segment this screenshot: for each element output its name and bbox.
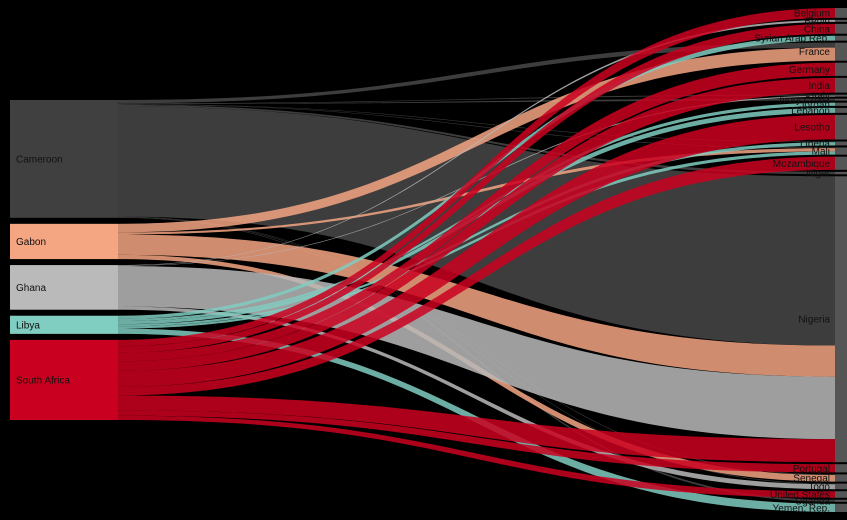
- link-south-africa-to-germany: [118, 62, 835, 362]
- link-cameroon-to-mali: [118, 104, 835, 149]
- link-ghana-to-benin: [118, 19, 835, 266]
- target-node-jordan: [835, 102, 847, 106]
- target-label-china: China: [804, 24, 831, 35]
- target-node-germany: [835, 62, 847, 76]
- link-libya-to-liberia: [118, 142, 835, 327]
- target-label-lesotho: Lesotho: [794, 123, 830, 134]
- target-node-mozambique: [835, 156, 847, 170]
- link-ghana-to-togo: [118, 306, 835, 490]
- target-node-italy: [835, 94, 847, 97]
- source-label-ghana: Ghana: [16, 283, 46, 294]
- target-node-lebanon: [835, 107, 847, 113]
- link-south-africa-to-belgium: [118, 8, 835, 347]
- target-label-mali: Mali: [812, 147, 830, 158]
- source-node-south-africa: [10, 339, 118, 420]
- target-label-italy: Italy: [812, 91, 830, 102]
- target-label-uganda: Uganda: [795, 496, 830, 507]
- target-label-nigeria: Nigeria: [798, 315, 830, 326]
- source-label-gabon: Gabon: [16, 237, 46, 248]
- target-node-ivory-coast: [835, 98, 847, 101]
- link-south-africa-to-lesotho: [118, 114, 835, 387]
- link-south-africa-to-mozambique: [118, 156, 835, 396]
- target-label-niger: Niger: [806, 169, 831, 180]
- target-node-france: [835, 42, 847, 61]
- target-node-belgium: [835, 8, 847, 18]
- target-label-ivory-coast: Ivory Coast: [779, 95, 830, 106]
- link-south-africa-to-portugal: [118, 410, 835, 473]
- target-label-india: India: [808, 81, 830, 92]
- link-south-africa-to-united-states: [118, 415, 835, 498]
- target-node-mali: [835, 147, 847, 155]
- link-gabon-to-france: [118, 47, 835, 233]
- target-label-germany: Germany: [789, 65, 830, 76]
- source-label-cameroon: Cameroon: [16, 154, 63, 165]
- target-label-benin: Benin: [804, 16, 830, 27]
- link-cameroon-to-liberia: [118, 104, 835, 143]
- target-node-liberia: [835, 141, 847, 146]
- target-node-yemen-rep: [835, 503, 847, 512]
- target-node-senegal: [835, 474, 847, 482]
- link-south-africa-to-india: [118, 77, 835, 371]
- target-label-lebanon: Lebanon: [791, 106, 830, 117]
- target-nodes: [835, 8, 847, 512]
- target-node-nigeria: [835, 176, 847, 463]
- target-node-syrian-arab-rep: [835, 35, 847, 41]
- source-label-south-africa: South Africa: [16, 375, 70, 386]
- link-cameroon-to-france: [118, 42, 835, 104]
- sankey-links: [118, 8, 835, 512]
- target-node-benin: [835, 19, 847, 22]
- target-node-india: [835, 77, 847, 93]
- target-label-senegal: Senegal: [793, 474, 830, 485]
- source-node-gabon: [10, 223, 118, 260]
- source-node-cameroon: [10, 100, 118, 218]
- target-label-liberia: Liberia: [800, 139, 830, 150]
- node-labels: Cameroon Gabon Ghana Libya South Africa Belgi…: [16, 8, 831, 514]
- target-label-yemen-rep: Yemen, Rep.: [773, 503, 830, 514]
- link-gabon-to-nigeria: [118, 234, 835, 377]
- target-node-china: [835, 23, 847, 34]
- link-cameroon-to-italy: [118, 94, 835, 104]
- target-label-mozambique: Mozambique: [773, 159, 831, 170]
- source-nodes: [10, 100, 118, 420]
- link-south-africa-to-china: [118, 23, 835, 353]
- target-label-united-states: United States: [770, 490, 830, 501]
- target-label-france: France: [799, 47, 831, 58]
- link-libya-to-mali: [118, 151, 835, 329]
- source-label-libya: Libya: [16, 320, 40, 331]
- target-label-belgium: Belgium: [794, 8, 830, 19]
- source-node-libya: [10, 315, 118, 334]
- link-south-africa-to-nigeria: [118, 395, 835, 463]
- target-node-uganda: [835, 499, 847, 502]
- target-label-jordan: Jordan: [799, 100, 830, 111]
- target-node-niger: [835, 171, 847, 175]
- target-node-portugal: [835, 464, 847, 473]
- target-label-togo: Togo: [808, 482, 830, 493]
- target-node-united-states: [835, 491, 847, 498]
- target-label-portugal: Portugal: [793, 464, 830, 475]
- target-label-syrian-arab-rep: Syrian Arab Rep.: [754, 34, 830, 45]
- target-node-lesotho: [835, 114, 847, 140]
- target-node-togo: [835, 483, 847, 490]
- source-node-ghana: [10, 265, 118, 310]
